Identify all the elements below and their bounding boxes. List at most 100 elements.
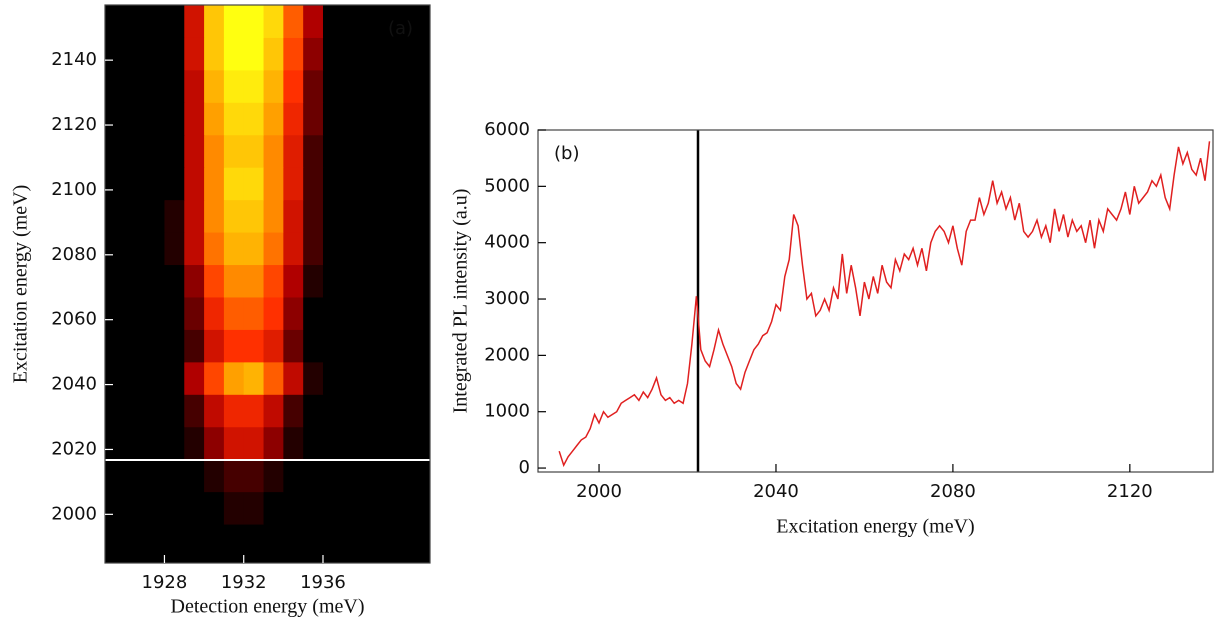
heatmap-cell	[105, 296, 126, 330]
heatmap-cell	[184, 394, 205, 428]
heatmap-cell	[402, 134, 423, 168]
heatmap-cell	[124, 361, 146, 395]
heatmap-cell	[382, 361, 403, 395]
heatmap-cell	[342, 37, 364, 71]
heatmap-cell	[322, 491, 344, 525]
y-tick-label: 4000	[484, 232, 530, 253]
heatmap-cell	[184, 102, 205, 136]
heatmap-cell	[105, 134, 126, 168]
heatmap-cell	[283, 5, 304, 38]
heatmap-cell	[223, 264, 245, 298]
heatmap-cell	[124, 426, 146, 460]
heatmap-cell	[303, 134, 324, 168]
heatmap-cell	[322, 394, 344, 428]
heatmap-cell	[283, 37, 304, 71]
heatmap-cell	[402, 361, 423, 395]
heatmap-cell	[283, 524, 304, 558]
heatmap-cell	[362, 37, 383, 71]
heatmap-cell	[402, 199, 423, 233]
heatmap-cell	[362, 491, 383, 525]
heatmap-cell	[243, 329, 265, 363]
y-tick-label: 2080	[51, 244, 97, 265]
heatmap-cell	[243, 264, 265, 298]
heatmap-cell	[204, 361, 225, 395]
y-axis-label: Integrated PL intensity (a.u)	[450, 189, 472, 414]
heatmap-cell	[322, 232, 344, 266]
heatmap-cell	[223, 102, 245, 136]
heatmap-cell	[144, 361, 165, 395]
heatmap-cell	[283, 199, 304, 233]
heatmap-cell	[184, 264, 205, 298]
heatmap-cell	[322, 524, 344, 558]
y-tick-label: 6000	[484, 119, 530, 140]
heatmap-cell	[105, 491, 126, 525]
heatmap-cell	[204, 102, 225, 136]
heatmap-cell	[243, 394, 265, 428]
heatmap-cell	[303, 459, 324, 493]
x-tick-label: 2120	[1107, 481, 1153, 502]
heatmap-cell	[164, 361, 185, 395]
heatmap-cell	[322, 5, 344, 38]
heatmap-cell	[184, 167, 205, 201]
heatmap-cell	[144, 459, 165, 493]
heatmap-cell	[223, 491, 245, 525]
heatmap-cell	[342, 361, 364, 395]
heatmap-cell	[204, 426, 225, 460]
heatmap-cell	[362, 361, 383, 395]
heatmap-cell	[402, 394, 423, 428]
heatmap-cell	[382, 329, 403, 363]
heatmap-cell	[124, 134, 146, 168]
heatmap-cell	[204, 264, 225, 298]
x-tick-label: 2040	[753, 481, 799, 502]
heatmap-cell	[243, 102, 265, 136]
heatmap-cell	[144, 329, 165, 363]
heatmap-cell	[204, 37, 225, 71]
heatmap-cell	[184, 426, 205, 460]
heatmap-cell	[283, 102, 304, 136]
heatmap-cell	[263, 394, 284, 428]
heatmap-cell	[342, 69, 364, 103]
heatmap-cell	[362, 264, 383, 298]
data-line	[558, 141, 1211, 468]
heatmap-cell	[164, 167, 185, 201]
x-tick-label: 2080	[930, 481, 976, 502]
heatmap-cell	[144, 5, 165, 38]
heatmap-cell	[124, 524, 146, 558]
heatmap-cell	[382, 37, 403, 71]
y-tick-label: 2020	[51, 438, 97, 459]
heatmap-cell	[402, 524, 423, 558]
heatmap-cell	[223, 5, 245, 38]
heatmap-cell	[144, 199, 165, 233]
plot-frame	[104, 4, 431, 564]
heatmap-cell	[303, 524, 324, 558]
plot-frame	[537, 129, 1214, 473]
heatmap-cell	[144, 491, 165, 525]
heatmap-cell	[322, 459, 344, 493]
heatmap-cell	[283, 361, 304, 395]
heatmap-cell	[382, 167, 403, 201]
heatmap-cell	[124, 264, 146, 298]
heatmap-cell	[362, 329, 383, 363]
heatmap-cell	[144, 426, 165, 460]
heatmap-cell	[243, 296, 265, 330]
heatmap-cell	[243, 134, 265, 168]
heatmap-cell	[144, 394, 165, 428]
heatmap-cell	[263, 199, 284, 233]
heatmap-cell	[283, 296, 304, 330]
heatmap-cell	[322, 329, 344, 363]
heatmap-cell	[303, 361, 324, 395]
heatmap-cell	[303, 329, 324, 363]
heatmap-cell	[303, 102, 324, 136]
heatmap-cell	[144, 264, 165, 298]
heatmap-cell	[164, 426, 185, 460]
heatmap-cell	[303, 37, 324, 71]
heatmap-cell	[362, 394, 383, 428]
heatmap-cell	[124, 102, 146, 136]
heatmap-cell	[263, 37, 284, 71]
heatmap-cell	[263, 232, 284, 266]
heatmap-cell	[204, 134, 225, 168]
y-tick-label: 2040	[51, 374, 97, 395]
heatmap-cell	[322, 426, 344, 460]
heatmap-cell	[322, 296, 344, 330]
